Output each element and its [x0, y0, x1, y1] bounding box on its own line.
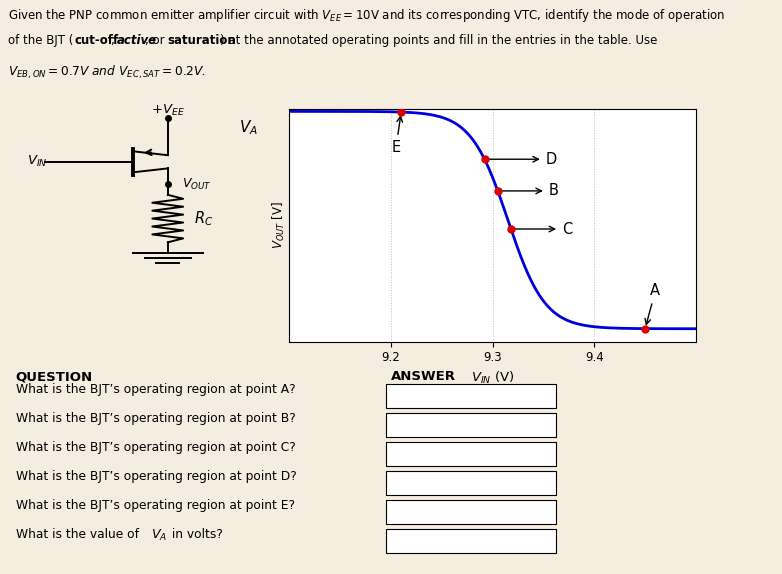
Text: $V_{OUT}$: $V_{OUT}$ [181, 177, 212, 192]
Text: E: E [392, 117, 403, 155]
Text: What is the BJT’s operating region at point B?: What is the BJT’s operating region at po… [16, 413, 296, 425]
Text: A: A [645, 284, 660, 324]
X-axis label: $V_{IN}$ (V): $V_{IN}$ (V) [471, 370, 515, 386]
Text: ) at the annotated operating points and fill in the entries in the table. Use: ) at the annotated operating points and … [220, 34, 658, 48]
Text: ANSWER: ANSWER [391, 370, 456, 383]
Text: B: B [500, 184, 558, 199]
Text: What is the value of: What is the value of [16, 528, 142, 541]
Text: $V_{IN}$: $V_{IN}$ [27, 154, 48, 169]
Text: QUESTION: QUESTION [16, 370, 93, 383]
Bar [386, 385, 556, 409]
Bar [386, 471, 556, 495]
Text: $V_A$: $V_A$ [152, 528, 167, 544]
Text: in volts?: in volts? [168, 528, 223, 541]
Bar [386, 443, 556, 466]
Text: What is the BJT’s operating region at point D?: What is the BJT’s operating region at po… [16, 470, 296, 483]
Text: What is the BJT’s operating region at point E?: What is the BJT’s operating region at po… [16, 499, 295, 513]
Bar [386, 529, 556, 553]
Text: C: C [514, 222, 572, 236]
Bar [386, 501, 556, 524]
Text: $V_A$: $V_A$ [239, 118, 258, 137]
Y-axis label: $V_{OUT}$ [V]: $V_{OUT}$ [V] [271, 201, 286, 249]
Text: active: active [117, 34, 156, 48]
Text: $V_{EB,ON} = 0.7$V and $V_{EC,SAT} = 0.2$V.: $V_{EB,ON} = 0.7$V and $V_{EC,SAT} = 0.2… [8, 64, 206, 82]
Text: $R_C$: $R_C$ [194, 210, 213, 228]
Text: What is the BJT’s operating region at point C?: What is the BJT’s operating region at po… [16, 441, 296, 455]
Bar [386, 413, 556, 437]
Text: cut-off: cut-off [74, 34, 119, 48]
Text: saturation: saturation [167, 34, 236, 48]
Text: What is the BJT’s operating region at point A?: What is the BJT’s operating region at po… [16, 383, 296, 397]
Text: $+V_{EE}$: $+V_{EE}$ [151, 102, 185, 118]
Text: Given the PNP common emitter amplifier circuit with $V_{EE} = 10$V and its corre: Given the PNP common emitter amplifier c… [8, 7, 725, 24]
Text: , or: , or [145, 34, 168, 48]
Text: D: D [487, 152, 557, 166]
Text: ,: , [111, 34, 119, 48]
Text: of the BJT (: of the BJT ( [8, 34, 74, 48]
